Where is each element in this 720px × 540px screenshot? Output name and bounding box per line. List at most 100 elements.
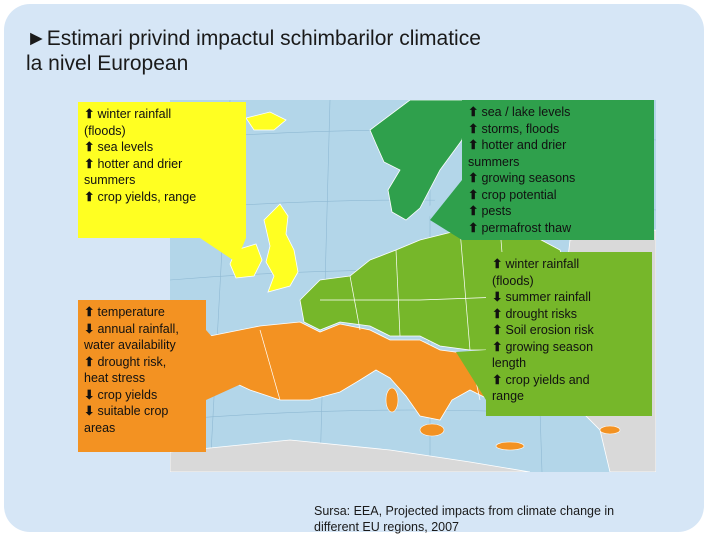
impact-line: summers	[468, 154, 648, 171]
impact-text: summers	[84, 173, 136, 187]
arrow-down-icon: ⬇	[84, 321, 95, 336]
impact-line: ⬇ crop yields	[84, 387, 200, 404]
arrow-up-icon: ⬆	[468, 105, 479, 119]
impact-line: ⬆ crop potential	[468, 187, 648, 204]
pointer-central	[456, 350, 486, 400]
region-outside-iceland	[245, 111, 287, 131]
arrow-down-icon: ⬇	[492, 290, 503, 304]
impact-line: length	[492, 355, 646, 372]
island-sicily	[419, 423, 445, 437]
impact-text: pests	[481, 204, 512, 218]
arrow-up-icon: ⬆	[468, 204, 479, 218]
region-north-impacts: ⬆ sea / lake levels ⬆ storms, floods ⬆ hotter…	[462, 100, 654, 240]
arrow-up-icon: ⬆	[492, 339, 503, 354]
island-crete	[495, 441, 525, 451]
impact-text: crop yields	[97, 387, 158, 402]
impact-line: ⬆ storms, floods	[468, 121, 648, 138]
impact-line: range	[492, 388, 646, 405]
arrow-up-icon: ⬆	[468, 187, 479, 202]
impact-text: hotter and drier	[97, 156, 183, 171]
source-line-1: Sursa: EEA, Projected impacts from clima…	[314, 504, 615, 518]
impact-text: Soil erosion risk	[505, 323, 594, 337]
region-south-impacts: ⬆ temperature ⬇ annual rainfall, water avail…	[78, 300, 206, 452]
arrow-up-icon: ⬆	[84, 189, 95, 204]
region-central-impacts: ⬆ winter rainfall (floods) ⬇ summer rainfall…	[486, 252, 652, 416]
impact-line: ⬆ hotter and drier	[84, 156, 240, 173]
impact-line: ⬆ Soil erosion risk	[492, 322, 646, 339]
impact-line: (floods)	[84, 123, 240, 140]
impact-text: crop yields, range	[97, 189, 197, 204]
impact-line: ⬆ drought risk,	[84, 354, 200, 371]
region-northwest-impacts: ⬆ winter rainfall (floods) ⬆ sea levels ⬆ hott…	[78, 102, 246, 238]
pointer-south	[206, 330, 250, 400]
arrow-up-icon: ⬆	[84, 156, 95, 171]
impact-line: ⬇ summer rainfall	[492, 289, 646, 306]
impact-text: (floods)	[84, 123, 126, 138]
impact-text: growing season	[505, 339, 594, 354]
impact-text: hotter and drier	[481, 138, 567, 152]
impact-line: ⬆ sea / lake levels	[468, 104, 648, 121]
impact-text: annual rainfall,	[97, 321, 179, 336]
impact-line: ⬆ crop yields and	[492, 372, 646, 389]
impact-text: summer rainfall	[505, 290, 591, 304]
impact-text: permafrost thaw	[481, 220, 572, 235]
arrow-up-icon: ⬆	[492, 306, 503, 321]
impact-line: ⬇ suitable crop	[84, 403, 200, 420]
impact-text: temperature	[97, 305, 165, 319]
impact-text: length	[492, 356, 527, 370]
impact-text: areas	[84, 420, 116, 435]
region-outside-africa	[170, 439, 531, 472]
impact-text: range	[492, 389, 524, 403]
impact-text: winter rainfall	[505, 257, 580, 271]
impact-line: (floods)	[492, 273, 646, 290]
impact-line: areas	[84, 420, 200, 437]
arrow-up-icon: ⬆	[84, 305, 95, 319]
impact-line: ⬆ winter rainfall	[492, 256, 646, 273]
impact-line: ⬆ pests	[468, 203, 648, 220]
arrow-up-icon: ⬆	[492, 372, 503, 387]
impact-text: drought risk,	[97, 354, 167, 369]
arrow-up-icon: ⬆	[84, 354, 95, 369]
impact-line: ⬆ sea levels	[84, 139, 240, 156]
arrow-up-icon: ⬆	[468, 138, 479, 152]
impact-line: ⬆ growing seasons	[468, 170, 648, 187]
arrow-up-icon: ⬆	[492, 323, 503, 337]
slide-title: ►Estimari privind impactul schimbarilor …	[26, 26, 666, 76]
arrow-up-icon: ⬆	[468, 220, 479, 235]
impact-text: suitable crop	[97, 404, 169, 418]
pointer-northwest	[200, 238, 246, 262]
arrow-up-icon: ⬆	[84, 107, 95, 121]
impact-line: heat stress	[84, 370, 200, 387]
impact-text: sea levels	[97, 140, 154, 154]
impact-line: ⬆ winter rainfall	[84, 106, 240, 123]
impact-text: drought risks	[505, 306, 578, 321]
title-line-2: la nivel European	[26, 52, 189, 75]
impact-line: ⬆ hotter and drier	[468, 137, 648, 154]
impact-text: water availability	[84, 338, 176, 352]
island-sardinia	[385, 387, 399, 413]
impact-line: ⬆ permafrost thaw	[468, 220, 648, 237]
impact-text: summers	[468, 154, 520, 169]
impact-text: heat stress	[84, 371, 146, 385]
pointer-north	[430, 180, 462, 240]
arrow-down-icon: ⬇	[84, 387, 95, 402]
impact-line: ⬆ temperature	[84, 304, 200, 321]
impact-line: ⬆ drought risks	[492, 306, 646, 323]
source-note: Sursa: EEA, Projected impacts from clima…	[314, 503, 674, 535]
impact-line: summers	[84, 172, 240, 189]
impact-text: crop potential	[481, 187, 557, 202]
region-uk	[263, 203, 299, 293]
impact-text: winter rainfall	[97, 107, 172, 121]
island-cyprus	[599, 425, 621, 435]
arrow-up-icon: ⬆	[468, 121, 479, 136]
impact-text: growing seasons	[481, 171, 576, 185]
impact-text: storms, floods	[481, 121, 560, 136]
impact-text: (floods)	[492, 273, 534, 288]
impact-text: crop yields and	[505, 372, 590, 387]
impact-line: ⬆ growing season	[492, 339, 646, 356]
arrow-up-icon: ⬆	[492, 257, 503, 271]
arrow-up-icon: ⬆	[468, 171, 479, 185]
arrow-down-icon: ⬇	[84, 404, 95, 418]
